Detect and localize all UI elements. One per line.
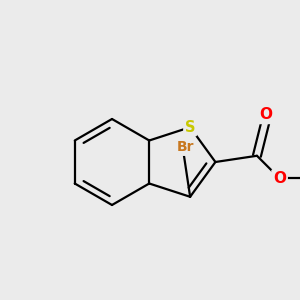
Text: O: O: [273, 171, 286, 186]
Text: S: S: [185, 120, 195, 135]
Text: Br: Br: [177, 140, 194, 154]
Text: O: O: [260, 107, 273, 122]
